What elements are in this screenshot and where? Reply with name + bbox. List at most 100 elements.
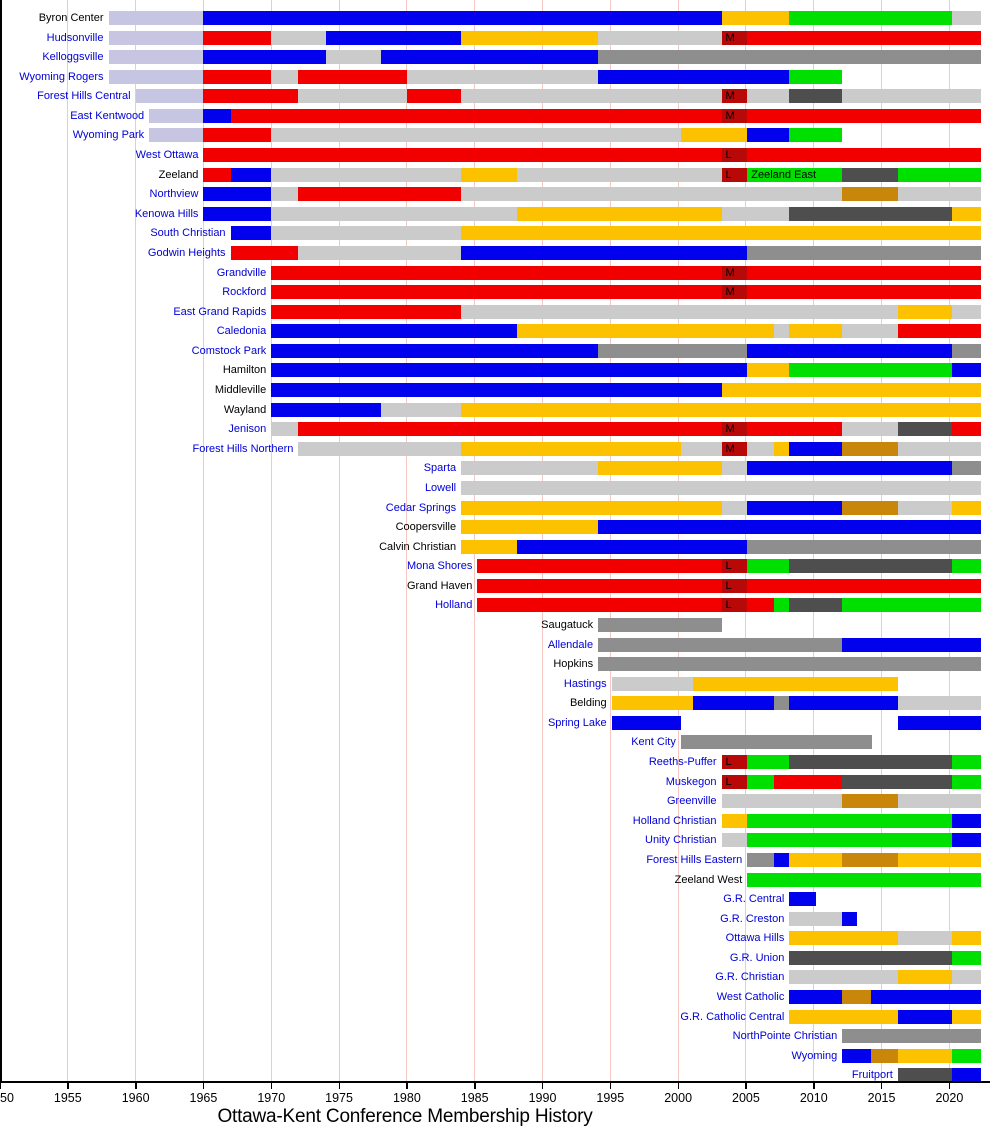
row-label-unity-christian[interactable]: Unity Christian [645, 834, 717, 847]
bar-segment-middleville-0 [271, 383, 722, 398]
row-label-forest-hills-northern[interactable]: Forest Hills Northern [192, 442, 294, 455]
row-label-comstock-park[interactable]: Comstock Park [191, 344, 267, 357]
row-label-northview[interactable]: Northview [149, 188, 199, 201]
timeline-row-reeths-puffer: L [0, 755, 1000, 770]
bar-segment-unity-christian-0 [721, 833, 748, 848]
row-label-cedar-springs[interactable]: Cedar Springs [385, 501, 457, 514]
bar-segment-g-r-union-0 [789, 950, 953, 965]
bar-segment-hamilton-1 [747, 363, 790, 378]
row-label-forest-hills-central[interactable]: Forest Hills Central [37, 90, 131, 103]
bar-segment-zeeland-8 [897, 167, 982, 182]
timeline-row-calvin-christian [0, 539, 1000, 554]
bar-segment-kenowa-hills-4 [789, 206, 953, 221]
row-label-south-christian[interactable]: South Christian [150, 227, 226, 240]
row-label-g-r-union[interactable]: G.R. Union [729, 951, 785, 964]
bar-segment-wyoming-rogers-2 [271, 69, 299, 84]
timeline-row-greenville [0, 794, 1000, 809]
row-label-mona-shores[interactable]: Mona Shores [406, 560, 473, 573]
bar-segment-hudsonville-6: M [721, 30, 748, 45]
row-label-belding: Belding [569, 697, 607, 710]
row-label-g-r-catholic-central[interactable]: G.R. Catholic Central [680, 1010, 785, 1023]
row-label-east-kentwood[interactable]: East Kentwood [70, 109, 145, 122]
row-label-sparta[interactable]: Sparta [423, 462, 457, 475]
bar-segment-west-ottawa-0 [203, 148, 722, 163]
row-label-greenville[interactable]: Greenville [667, 795, 717, 808]
row-label-northpointe-christian[interactable]: NorthPointe Christian [732, 1030, 838, 1043]
segment-letter: L [725, 579, 732, 592]
bar-segment-wyoming-rogers-4 [406, 69, 599, 84]
bar-segment-hudsonville-7 [747, 30, 982, 45]
bar-segment-byron-center-3 [789, 11, 953, 25]
bar-segment-wyoming-rogers-3 [298, 69, 407, 84]
timeline-row-forest-hills-central: M [0, 89, 1000, 104]
bar-segment-godwin-heights-2 [461, 245, 748, 260]
row-label-wyoming[interactable]: Wyoming [791, 1049, 838, 1062]
bar-segment-forest-hills-eastern-0 [747, 852, 775, 867]
row-label-hopkins: Hopkins [553, 658, 594, 671]
row-label-hudsonville[interactable]: Hudsonville [46, 31, 104, 44]
row-label-east-grand-rapids[interactable]: East Grand Rapids [173, 305, 267, 318]
bar-segment-reeths-puffer-1 [747, 755, 790, 770]
bar-segment-forest-hills-northern-0 [298, 441, 462, 456]
row-label-reeths-puffer[interactable]: Reeths-Puffer [648, 756, 717, 769]
row-label-kenowa-hills[interactable]: Kenowa Hills [134, 207, 199, 220]
row-label-rockford[interactable]: Rockford [222, 286, 267, 299]
chart-title: Ottawa-Kent Conference Membership Histor… [217, 1106, 593, 1127]
row-label-caledonia[interactable]: Caledonia [216, 325, 267, 338]
bar-segment-kelloggsville-3 [381, 50, 599, 65]
tick-label-1960: 1960 [121, 1091, 150, 1105]
row-label-muskegon[interactable]: Muskegon [665, 775, 717, 788]
bar-segment-calvin-christian-1 [516, 539, 748, 554]
row-label-g-r-central[interactable]: G.R. Central [723, 893, 785, 906]
bar-segment-caledonia-1 [516, 324, 775, 339]
bar-segment-g-r-central-0 [789, 892, 817, 907]
timeline-row-muskegon: L [0, 774, 1000, 789]
row-label-kelloggsville[interactable]: Kelloggsville [42, 51, 104, 64]
tick-label-2015: 2015 [867, 1091, 896, 1105]
bar-segment-jenison-6 [952, 422, 982, 437]
row-label-g-r-christian[interactable]: G.R. Christian [715, 971, 785, 984]
row-label-allendale[interactable]: Allendale [547, 638, 594, 651]
timeline-row-northpointe-christian [0, 1029, 1000, 1044]
row-label-fruitport[interactable]: Fruitport [851, 1069, 893, 1082]
row-label-grandville[interactable]: Grandville [216, 266, 267, 279]
row-label-forest-hills-eastern[interactable]: Forest Hills Eastern [646, 853, 743, 866]
row-label-godwin-heights[interactable]: Godwin Heights [147, 246, 226, 259]
bar-segment-grandville-0 [271, 265, 722, 280]
bar-segment-muskegon-1 [747, 774, 775, 789]
row-label-wyoming-rogers[interactable]: Wyoming Rogers [19, 70, 104, 83]
segment-letter: M [725, 423, 735, 436]
timeline-row-lowell [0, 480, 1000, 495]
bar-segment-reeths-puffer-2 [789, 755, 953, 770]
bar-segment-east-kentwood-0 [149, 108, 204, 123]
segment-letter: M [725, 266, 735, 279]
row-label-hastings[interactable]: Hastings [563, 677, 607, 690]
timeline-row-kenowa-hills [0, 206, 1000, 221]
timeline-row-wayland [0, 402, 1000, 417]
row-label-holland[interactable]: Holland [435, 599, 473, 612]
row-label-calvin-christian: Calvin Christian [379, 540, 457, 553]
bar-segment-kenowa-hills-2 [516, 206, 722, 221]
tick-label-1980: 1980 [392, 1091, 421, 1105]
tick-label-2010: 2010 [799, 1091, 828, 1105]
timeline-row-byron-center [0, 11, 1000, 25]
bar-segment-muskegon-3 [842, 774, 953, 789]
bar-segment-wayland-1 [381, 402, 462, 417]
row-label-ottawa-hills[interactable]: Ottawa Hills [725, 932, 785, 945]
timeline-row-comstock-park [0, 343, 1000, 358]
timeline-row-zeeland-west [0, 872, 1000, 887]
row-label-holland-christian[interactable]: Holland Christian [632, 814, 717, 827]
row-label-g-r-creston[interactable]: G.R. Creston [720, 912, 785, 925]
row-label-kent-city[interactable]: Kent City [631, 736, 676, 749]
row-label-west-ottawa[interactable]: West Ottawa [135, 149, 199, 162]
tick-label-2005: 2005 [732, 1091, 760, 1105]
tick-label-1995: 1995 [596, 1091, 625, 1105]
row-label-wyoming-park[interactable]: Wyoming Park [72, 129, 145, 142]
row-label-west-catholic[interactable]: West Catholic [716, 991, 785, 1003]
bar-segment-wyoming-rogers-5 [598, 69, 790, 84]
bar-segment-east-kentwood-1 [203, 108, 231, 123]
row-label-spring-lake[interactable]: Spring Lake [547, 716, 607, 729]
row-label-lowell[interactable]: Lowell [424, 481, 457, 494]
bar-segment-jenison-1 [298, 422, 722, 437]
row-label-jenison[interactable]: Jenison [228, 423, 267, 436]
